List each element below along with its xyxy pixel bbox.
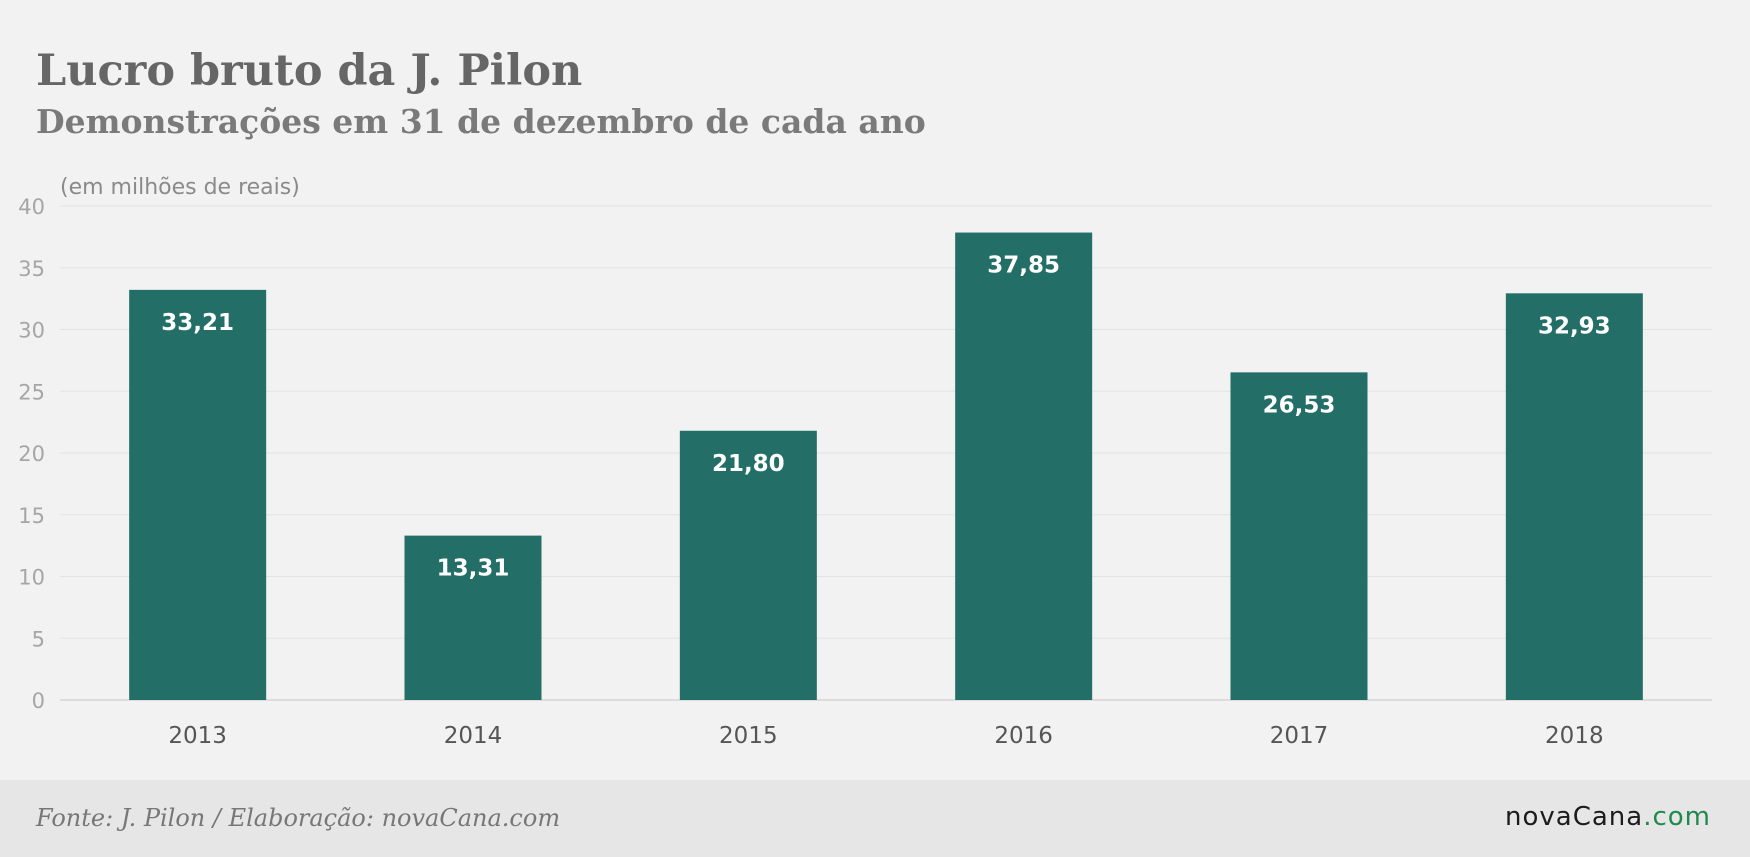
y-tick-label: 5 — [32, 627, 45, 651]
bar-value-label: 26,53 — [1263, 392, 1336, 418]
bar — [404, 535, 542, 700]
bar — [1230, 372, 1368, 700]
novacana-logo[interactable]: novaCana.com — [1505, 802, 1711, 832]
bars: 33,21 13,31 21,80 37,85 26,53 32,93 — [129, 232, 1643, 701]
chart-title: Lucro bruto da J. Pilon — [36, 46, 583, 96]
bar-value-label: 13,31 — [437, 556, 510, 582]
source-note: Fonte: J. Pilon / Elaboração: novaCana.c… — [36, 804, 561, 832]
bar-chart: (em milhões de reais) 0 5 10 15 20 25 30 35 40 3… — [18, 175, 1712, 749]
footer: Fonte: J. Pilon / Elaboração: novaCana.c… — [0, 780, 1750, 857]
bar-value-label: 21,80 — [712, 451, 785, 477]
logo-suffix: .com — [1643, 802, 1711, 832]
bar — [1505, 293, 1643, 700]
y-tick-label: 20 — [18, 442, 45, 466]
x-category-label: 2015 — [719, 723, 778, 749]
logo-wordmark: novaCana — [1505, 802, 1644, 832]
x-axis-labels: 2013 2014 2015 2016 2017 2018 — [168, 723, 1603, 749]
x-category-label: 2014 — [444, 723, 503, 749]
unit-label: (em milhões de reais) — [60, 175, 300, 200]
bar-value-label: 32,93 — [1538, 313, 1611, 339]
x-category-label: 2016 — [994, 723, 1053, 749]
bar — [955, 232, 1093, 701]
y-tick-label: 10 — [18, 566, 45, 590]
y-tick-label: 15 — [18, 504, 45, 528]
bar-value-label: 33,21 — [161, 310, 234, 336]
gridlines — [60, 205, 1712, 701]
y-tick-label: 25 — [18, 380, 45, 404]
y-tick-label: 40 — [18, 195, 45, 219]
bar-value-label: 37,85 — [987, 253, 1060, 279]
y-tick-label: 0 — [32, 689, 45, 713]
y-tick-label: 30 — [18, 319, 45, 343]
chart-subtitle: Demonstrações em 31 de dezembro de cada … — [36, 102, 926, 141]
bar — [129, 289, 267, 700]
bar — [679, 430, 817, 700]
y-tick-label: 35 — [18, 257, 45, 281]
x-category-label: 2013 — [168, 723, 227, 749]
y-axis-ticks: 0 5 10 15 20 25 30 35 40 — [18, 195, 45, 713]
x-category-label: 2017 — [1270, 723, 1329, 749]
x-category-label: 2018 — [1545, 723, 1604, 749]
